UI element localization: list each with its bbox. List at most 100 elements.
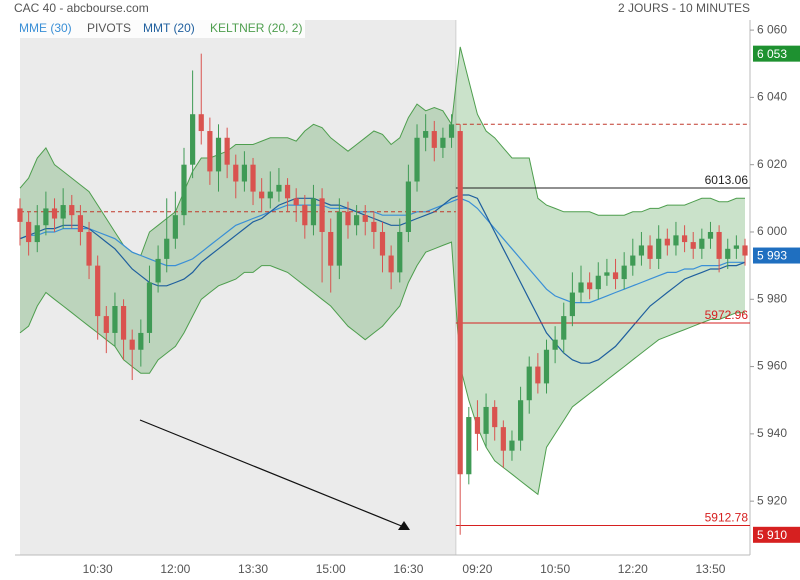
candle-body [681,235,688,243]
candle-body [250,164,256,192]
session-shade [20,20,456,555]
candle-body [207,131,213,172]
candle-body [474,417,481,434]
price-tag-label: 5 993 [757,249,787,263]
candle-body [293,198,299,206]
candle-body [716,231,722,259]
candle-body [578,282,584,293]
candle-body [95,265,101,317]
candle-body [371,221,377,232]
candle-body [26,221,32,243]
candle-body [733,245,739,249]
moving-average [19,197,745,304]
candle-body [51,208,58,219]
candle-body [423,131,429,138]
candle-body [43,208,49,226]
candle-body [77,215,84,232]
y-tick-label: 5 980 [757,291,787,305]
candle-body [328,231,334,266]
x-tick-label: 09:20 [462,562,492,576]
candle-body [34,225,40,243]
candle-body [276,184,282,192]
price-tag-label: 6 053 [757,47,787,61]
candle-body [233,164,239,182]
legend-label: MME (30) [19,21,72,35]
candle-body [431,131,437,148]
x-tick-label: 12:00 [160,562,190,576]
price-tag [753,247,800,264]
candle-body [17,208,23,222]
candle-body [129,339,135,350]
candle-body [517,400,524,441]
candle-body [336,211,342,266]
y-tick-label: 6 040 [757,90,787,104]
candle-body [707,231,714,239]
y-tick-label: 6 020 [757,157,787,171]
candle-body [259,191,265,199]
candle-body [284,184,291,199]
candle-body [388,255,394,273]
candle-body [60,205,66,219]
candle-body [621,265,627,280]
x-tick-label: 10:50 [540,562,570,576]
chart-subtitle: 2 JOURS - 10 MINUTES [618,1,750,15]
candle-body [146,282,153,333]
candle-body [638,245,645,256]
candle-body [103,316,109,333]
candle-body [155,258,161,283]
candle-body [673,235,679,246]
candle-body [535,366,541,384]
price-tag-label: 5 910 [757,528,787,542]
candle-body [354,215,360,226]
y-tick-label: 5 920 [757,493,787,507]
candle-body [569,292,575,317]
candle-body [172,215,178,239]
candle-body [319,198,325,232]
legend-label: KELTNER (20, 2) [210,21,302,35]
candle-body [664,238,670,246]
candle-body [302,205,308,226]
level-label: 6013.06 [705,173,749,187]
candle-body [345,211,351,226]
candle-body [164,238,170,259]
candle-body [656,238,662,259]
candle-body [397,231,403,273]
price-tag [753,45,800,62]
legend-box [15,20,305,38]
candle-body [198,114,204,132]
candle-body [742,245,748,256]
candle-body [448,124,455,138]
legend-label: PIVOTS [87,21,131,35]
arrow-head [398,521,410,530]
y-tick-label: 6 000 [757,224,787,238]
candle-body [440,137,446,148]
candle-body [405,181,411,232]
legend-label: MMT (20) [143,21,195,35]
x-tick-label: 13:30 [238,562,268,576]
y-tick-label: 6 060 [757,22,787,36]
candle-body [483,406,489,434]
trend-arrow [139,419,405,528]
x-tick-label: 16:30 [393,562,423,576]
keltner-lower [19,241,745,496]
candle-body [138,332,144,350]
y-tick-label: 5 940 [757,426,787,440]
x-tick-label: 12:20 [618,562,648,576]
candle-body [526,366,532,401]
candle-body [181,164,187,216]
candle-body [543,349,550,384]
candle-body [466,417,472,475]
price-tag [753,526,800,543]
candle-body [86,231,92,266]
candle-body [215,137,222,172]
candle-body [587,282,593,290]
x-tick-label: 10:30 [83,562,113,576]
candle-body [457,131,463,475]
candle-body [241,164,248,182]
candle-body [224,137,230,165]
y-tick-label: 5 960 [757,359,787,373]
candle-body [552,339,558,350]
candle-body [500,427,506,451]
level-label: 5912.78 [705,511,749,525]
